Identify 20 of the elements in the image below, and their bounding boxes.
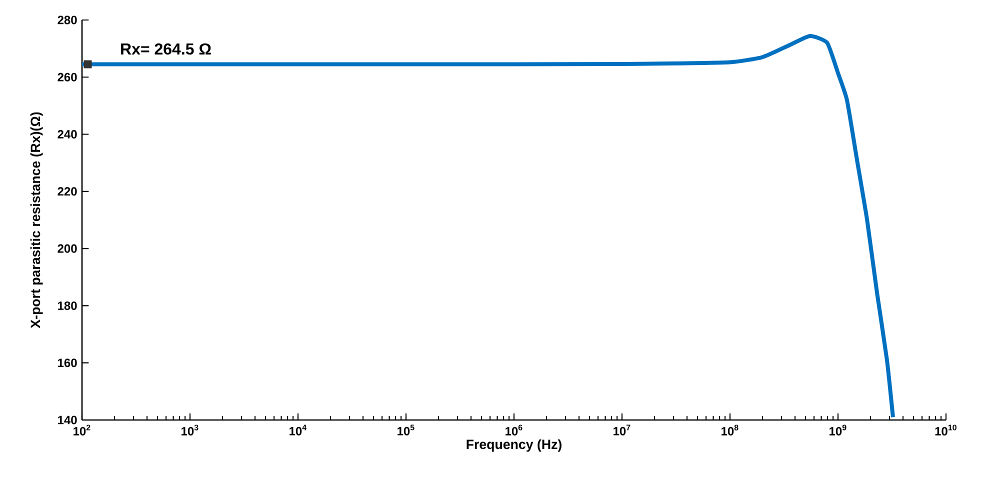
x-tick-label: 10$^{5}$ [398,424,414,436]
x-tick-label: 10$^{3}$ [182,424,198,436]
x-tick-label: 10$^{10}$ [935,424,956,436]
y-tick-label: 160 [58,358,77,368]
y-tick-label: 180 [58,301,77,310]
x-tick-label: 10$^{6}$ [506,424,522,436]
y-tick-label: 240 [58,130,77,139]
x-tick-label: 10$^{8}$ [722,424,738,436]
y-tick-label: 220 [58,187,77,196]
x-tick-label: 10$^{9}$ [830,424,846,436]
x-tick-label: 10$^{7}$ [614,424,630,436]
x-tick-label: 10$^{4}$ [290,424,307,436]
annotation: Rx= 264.5 Ω [121,43,211,55]
y-tick-label: 200 [58,244,77,253]
x-axis-title: Frequency (Hz) [466,439,562,452]
x-tick-label: 10$^{2}$ [74,424,90,436]
y-axis-title: X-port parasitic resistance (Rx)(Ω) [30,112,43,328]
y-tick-label: 280 [58,16,77,24]
y-tick-label: 260 [58,72,77,82]
y-tick-label: 140 [58,416,77,424]
